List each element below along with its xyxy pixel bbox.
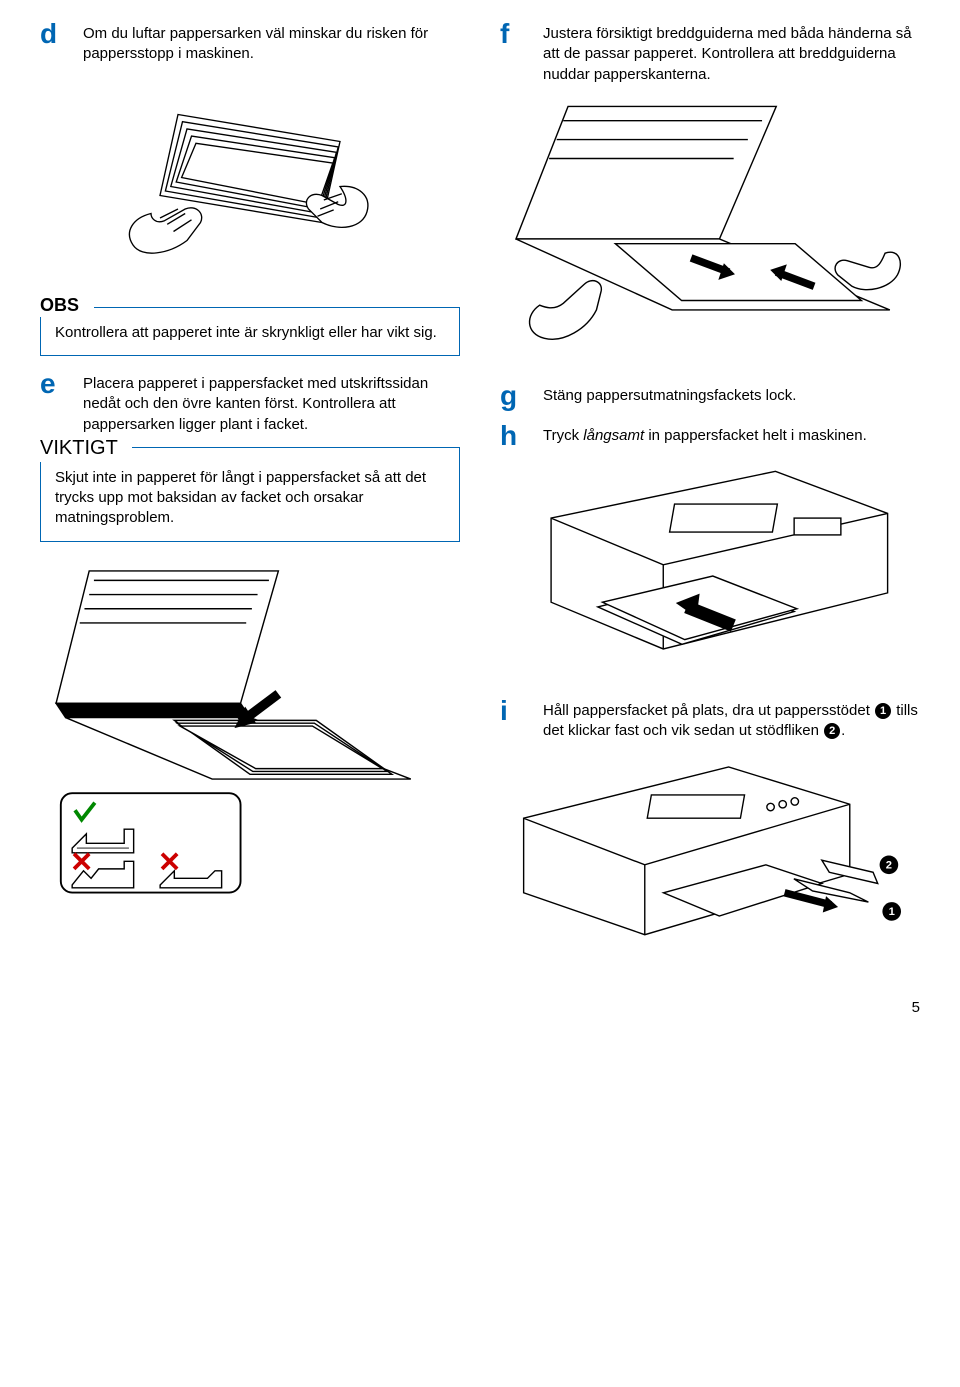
step-i: i Håll pappersfacket på plats, dra ut pa… — [500, 697, 920, 742]
svg-text:2: 2 — [886, 860, 892, 872]
step-i-letter: i — [500, 697, 528, 742]
step-i-pre: Håll pappersfacket på plats, dra ut papp… — [543, 702, 874, 719]
step-e-letter: e — [40, 370, 68, 435]
step-e-text: Placera papperet i pappersfacket med uts… — [83, 370, 460, 435]
step-f: f Justera försiktigt breddguiderna med b… — [500, 20, 920, 85]
step-f-letter: f — [500, 20, 528, 85]
paper-tray-icon — [50, 552, 450, 902]
width-guides-icon — [510, 97, 910, 362]
step-d: d Om du luftar pappersarken väl minskar … — [40, 20, 460, 65]
left-column: d Om du luftar pappersarken väl minskar … — [40, 20, 460, 978]
step-i-text: Håll pappersfacket på plats, dra ut papp… — [543, 697, 920, 742]
step-g: g Stäng pappersutmatningsfackets lock. — [500, 382, 920, 410]
step-h-post: in pappersfacket helt i maskinen. — [644, 427, 867, 444]
svg-text:1: 1 — [889, 906, 895, 918]
step-d-text: Om du luftar pappersarken väl minskar du… — [83, 20, 460, 65]
note-obs: OBS Kontrollera att papperet inte är skr… — [40, 307, 460, 357]
step-i-post: . — [841, 722, 845, 739]
illustration-e — [40, 552, 460, 902]
note-viktigt-title: VIKTIGT — [40, 435, 132, 462]
illustration-i: 1 2 — [500, 753, 920, 958]
push-tray-icon — [510, 462, 910, 677]
note-obs-title: OBS — [40, 293, 94, 317]
step-g-letter: g — [500, 382, 528, 410]
step-h-letter: h — [500, 422, 528, 450]
step-f-text: Justera försiktigt breddguiderna med båd… — [543, 20, 920, 85]
note-obs-text: Kontrollera att papperet inte är skrynkl… — [41, 317, 459, 355]
step-h-pre: Tryck — [543, 427, 583, 444]
callout-1: 1 — [875, 703, 891, 719]
illustration-h — [500, 462, 920, 677]
illustration-f — [500, 97, 920, 362]
step-h-italic: långsamt — [583, 427, 644, 444]
page-number: 5 — [40, 998, 920, 1018]
step-h: h Tryck långsamt in pappersfacket helt i… — [500, 422, 920, 450]
right-column: f Justera försiktigt breddguiderna med b… — [500, 20, 920, 978]
illustration-d — [40, 77, 460, 287]
page-columns: d Om du luftar pappersarken väl minskar … — [40, 20, 920, 978]
callout-2: 2 — [824, 723, 840, 739]
step-e: e Placera papperet i pappersfacket med u… — [40, 370, 460, 435]
note-viktigt: VIKTIGT Skjut inte in papperet för långt… — [40, 447, 460, 542]
note-viktigt-text: Skjut inte in papperet för långt i pappe… — [41, 462, 459, 541]
step-h-text: Tryck långsamt in pappersfacket helt i m… — [543, 422, 867, 450]
step-g-text: Stäng pappersutmatningsfackets lock. — [543, 382, 796, 410]
paper-support-icon: 1 2 — [500, 753, 920, 958]
fanning-paper-icon — [70, 77, 430, 287]
step-d-letter: d — [40, 20, 68, 65]
